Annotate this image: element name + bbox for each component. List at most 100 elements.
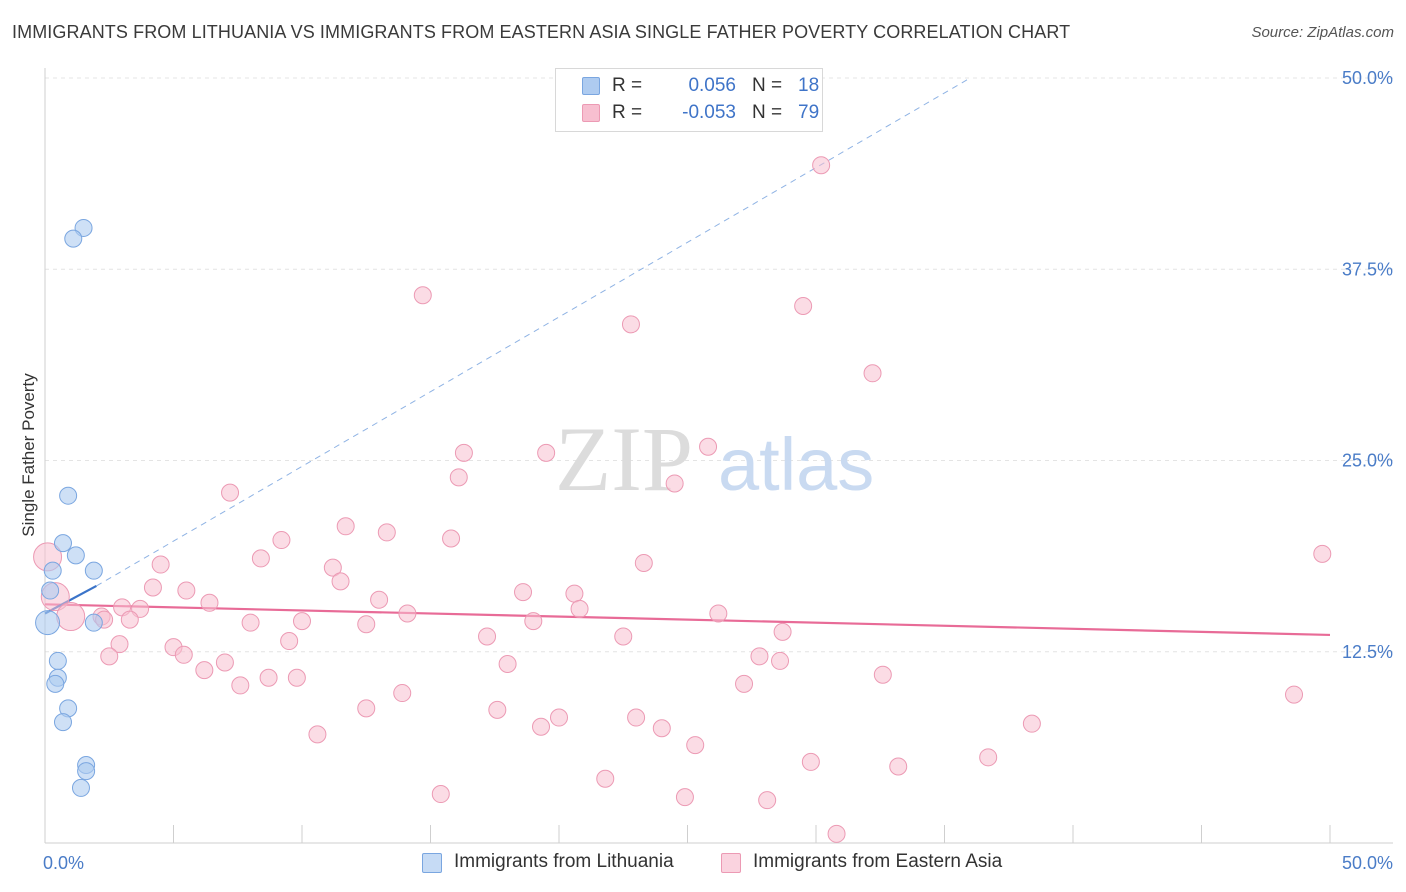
point-lithuania: [71, 778, 90, 797]
legend-r-label: R =: [612, 75, 643, 96]
point-lithuania: [35, 610, 61, 636]
point-eastern-asia: [393, 684, 412, 703]
x-tick-label-min: 0.0%: [43, 853, 84, 873]
point-eastern-asia: [709, 604, 728, 623]
points-eastern-asia: [33, 156, 1332, 843]
y-tick-label: 25.0%: [1342, 451, 1393, 471]
point-eastern-asia: [827, 824, 846, 843]
legend-r-value: 0.056: [688, 75, 736, 96]
point-eastern-asia: [449, 468, 468, 487]
points-lithuania: [35, 218, 103, 797]
point-eastern-asia: [357, 699, 376, 718]
grid: [45, 77, 1393, 653]
point-eastern-asia: [686, 736, 705, 755]
trend-lithuania-extended: [96, 77, 971, 587]
point-eastern-asia: [231, 676, 250, 695]
point-eastern-asia: [634, 554, 653, 573]
point-eastern-asia: [120, 610, 139, 629]
point-eastern-asia: [652, 719, 671, 738]
point-eastern-asia: [215, 653, 234, 672]
point-eastern-asia: [537, 443, 556, 462]
point-eastern-asia: [532, 717, 551, 736]
watermark: ZIP atlas: [555, 408, 874, 510]
point-eastern-asia: [200, 593, 219, 612]
point-eastern-asia: [488, 700, 507, 719]
legend-r-label: R =: [612, 102, 643, 123]
legend-swatch-eastern-asia: [582, 104, 600, 122]
point-lithuania: [41, 581, 60, 600]
y-tick-label: 50.0%: [1342, 68, 1393, 88]
point-eastern-asia: [478, 627, 497, 646]
x-tick-label-max: 50.0%: [1342, 853, 1393, 873]
legend-swatch-lithuania: [582, 77, 600, 95]
point-eastern-asia: [413, 286, 432, 305]
point-eastern-asia: [398, 604, 417, 623]
point-eastern-asia: [570, 599, 589, 618]
point-eastern-asia: [596, 769, 615, 788]
bottom-legend-swatch-eastern-asia: [721, 853, 741, 873]
point-eastern-asia: [614, 627, 633, 646]
point-eastern-asia: [251, 549, 270, 568]
point-eastern-asia: [143, 578, 162, 597]
point-eastern-asia: [863, 364, 882, 383]
point-eastern-asia: [56, 602, 86, 632]
point-eastern-asia: [331, 572, 350, 591]
point-eastern-asia: [565, 584, 584, 603]
point-eastern-asia: [177, 581, 196, 600]
point-eastern-asia: [431, 785, 450, 804]
point-eastern-asia: [377, 523, 396, 542]
point-eastern-asia: [773, 622, 792, 641]
point-eastern-asia: [699, 437, 718, 456]
y-tick-label: 12.5%: [1342, 642, 1393, 662]
point-eastern-asia: [889, 757, 908, 776]
point-eastern-asia: [100, 647, 119, 666]
point-eastern-asia: [801, 752, 820, 771]
point-eastern-asia: [498, 654, 517, 673]
point-lithuania: [66, 546, 85, 565]
point-eastern-asia: [812, 156, 831, 175]
point-eastern-asia: [675, 788, 694, 807]
legend-n-label: N =: [752, 102, 783, 123]
point-eastern-asia: [221, 483, 240, 502]
point-eastern-asia: [524, 612, 543, 631]
point-eastern-asia: [308, 725, 327, 744]
point-eastern-asia: [454, 443, 473, 462]
point-eastern-asia: [293, 612, 311, 631]
legend-n-value: 18: [798, 75, 820, 96]
bottom-legend-lithuania: Immigrants from Lithuania: [454, 851, 674, 872]
point-lithuania: [77, 762, 96, 781]
point-eastern-asia: [1022, 714, 1041, 733]
point-eastern-asia: [794, 296, 813, 315]
point-lithuania: [84, 561, 103, 580]
watermark-zip: ZIP: [555, 408, 693, 510]
source-label: Source: ZipAtlas.com: [1251, 24, 1394, 41]
point-lithuania: [59, 486, 78, 505]
legend-r-value: -0.053: [682, 102, 736, 123]
point-eastern-asia: [621, 315, 640, 334]
bottom-legend-swatch-lithuania: [422, 853, 442, 873]
bottom-legend-eastern-asia: Immigrants from Eastern Asia: [753, 851, 1003, 872]
chart-title: IMMIGRANTS FROM LITHUANIA VS IMMIGRANTS …: [12, 22, 1071, 42]
point-lithuania: [84, 613, 103, 632]
legend-row-eastern-asia: R = -0.053 N = 79: [612, 101, 819, 125]
point-eastern-asia: [758, 791, 777, 810]
point-eastern-asia: [370, 590, 389, 609]
point-eastern-asia: [627, 708, 646, 727]
point-lithuania: [64, 229, 83, 248]
point-eastern-asia: [151, 555, 170, 574]
legend-n-value: 79: [798, 102, 820, 123]
point-eastern-asia: [195, 661, 214, 680]
point-eastern-asia: [750, 647, 769, 666]
point-lithuania: [43, 561, 62, 580]
legend-row-lithuania: R = 0.056 N = 18: [612, 74, 819, 98]
axes: 12.5% 25.0% 37.5% 50.0% 0.0% 50.0%: [43, 68, 1393, 873]
point-lithuania: [53, 713, 72, 732]
y-axis-label: Single Father Poverty: [19, 373, 38, 537]
trend-eastern-asia: [44, 603, 1331, 637]
watermark-atlas: atlas: [718, 423, 874, 506]
trend-lines: [44, 77, 1331, 637]
point-eastern-asia: [1313, 544, 1332, 563]
correlation-legend: R = 0.056 N = 18 R = -0.053 N = 79: [555, 68, 823, 132]
point-eastern-asia: [514, 583, 533, 602]
point-eastern-asia: [442, 529, 461, 548]
